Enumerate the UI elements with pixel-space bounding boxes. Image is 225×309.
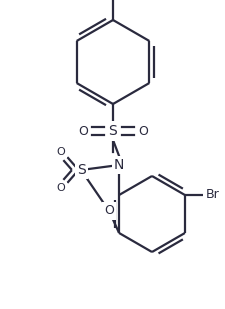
Text: O: O	[56, 183, 65, 193]
Text: N: N	[113, 158, 124, 172]
Text: O: O	[78, 125, 88, 138]
Text: S: S	[108, 124, 117, 138]
Text: S: S	[76, 163, 85, 177]
Text: O: O	[137, 125, 147, 138]
Text: O: O	[104, 205, 114, 218]
Text: O: O	[56, 147, 65, 157]
Text: Br: Br	[205, 188, 219, 201]
